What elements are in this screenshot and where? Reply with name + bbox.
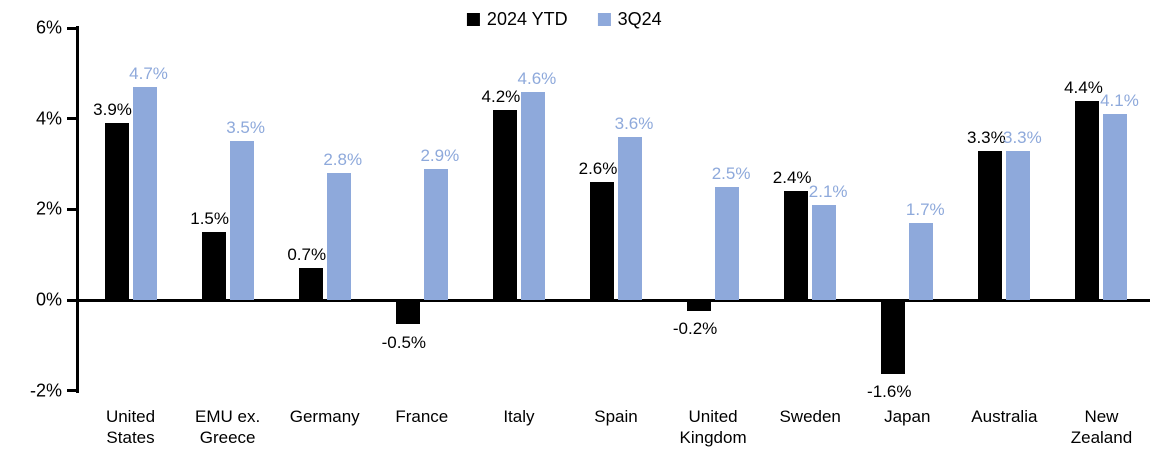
category-label-united-states: United States (105, 407, 156, 448)
value-label-2024-ytd-italy: 4.2% (481, 86, 521, 106)
bar-3q24-italy (520, 91, 545, 300)
value-label-3q24-japan: 1.7% (905, 199, 945, 219)
value-label-3q24-united-states: 4.7% (129, 64, 168, 84)
value-label-3q24-spain: 3.6% (614, 113, 654, 133)
bar-3q24-australia (1006, 150, 1031, 300)
bar-2024-ytd-united-kingdom (687, 301, 712, 311)
bar-2024-ytd-new-zealand (1075, 100, 1100, 300)
y-tick-label: 2% (35, 198, 62, 219)
category-label-united-kingdom: United Kingdom (679, 407, 747, 448)
bar-3q24-germany (326, 173, 351, 300)
category-label-sweden: Sweden (779, 407, 841, 426)
category-label-spain: Spain (594, 407, 638, 426)
value-label-2024-ytd-sweden: 2.4% (772, 168, 812, 188)
value-label-2024-ytd-australia: 3.3% (966, 127, 1006, 147)
value-label-3q24-united-kingdom: 2.5% (711, 163, 751, 183)
value-label-2024-ytd-japan: -1.6% (867, 382, 912, 402)
bar-2024-ytd-emu-ex-greece (201, 232, 226, 300)
category-label-japan: Japan (884, 407, 931, 426)
value-label-2024-ytd-emu-ex-greece: 1.5% (190, 209, 229, 229)
bar-3q24-france (423, 168, 448, 300)
bar-2024-ytd-sweden (784, 191, 809, 300)
value-label-3q24-new-zealand: 4.1% (1100, 91, 1139, 111)
y-tick-label: 6% (35, 17, 62, 38)
y-tick-mark (67, 207, 76, 211)
bar-2024-ytd-japan (881, 301, 906, 374)
value-label-3q24-emu-ex-greece: 3.5% (226, 118, 265, 138)
y-tick-label: 4% (35, 108, 62, 129)
bar-2024-ytd-italy (492, 109, 517, 300)
value-label-3q24-germany: 2.8% (323, 150, 363, 170)
category-label-france: France (395, 407, 449, 426)
y-tick-label: -2% (29, 380, 62, 401)
y-tick-mark (67, 389, 76, 393)
value-label-2024-ytd-united-states: 3.9% (93, 100, 132, 120)
bar-3q24-emu-ex-greece (229, 141, 254, 300)
bar-2024-ytd-spain (590, 182, 614, 300)
y-axis-line (76, 26, 79, 393)
legend-item-3q24: 3Q24 (597, 9, 662, 30)
bar-3q24-japan (909, 222, 934, 300)
value-label-2024-ytd-new-zealand: 4.4% (1064, 77, 1103, 97)
chart-legend: 2024 YTD 3Q24 (466, 9, 662, 30)
legend-label: 2024 YTD (486, 9, 568, 29)
bar-2024-ytd-australia (978, 150, 1003, 300)
bar-2024-ytd-united-states (104, 123, 129, 300)
value-label-3q24-sweden: 2.1% (808, 181, 848, 201)
value-label-2024-ytd-spain: 2.6% (578, 159, 618, 179)
y-tick-mark (67, 298, 76, 302)
category-label-australia: Australia (971, 407, 1038, 426)
value-label-2024-ytd-germany: 0.7% (287, 245, 327, 265)
value-label-2024-ytd-france: -0.5% (381, 332, 427, 352)
y-tick-mark (67, 26, 76, 30)
category-label-new-zealand: New Zealand (1070, 407, 1133, 448)
bar-3q24-sweden (812, 204, 837, 300)
bar-3q24-new-zealand (1103, 114, 1128, 300)
value-label-3q24-australia: 3.3% (1002, 127, 1042, 147)
zero-baseline (76, 298, 1150, 302)
y-tick-label: 0% (35, 289, 62, 310)
y-tick-mark (67, 117, 76, 121)
category-label-emu-ex-greece: EMU ex. Greece (195, 407, 261, 448)
legend-swatch-icon (597, 13, 611, 26)
bar-2024-ytd-germany (298, 268, 323, 300)
bar-3q24-united-kingdom (715, 186, 740, 300)
legend-label: 3Q24 (617, 9, 662, 29)
bar-3q24-spain (618, 136, 642, 300)
value-label-3q24-france: 2.9% (420, 145, 460, 165)
value-label-2024-ytd-united-kingdom: -0.2% (672, 319, 718, 339)
category-label-germany: Germany (289, 407, 360, 426)
bar-3q24-united-states (132, 87, 157, 300)
legend-item-2024-ytd: 2024 YTD (466, 9, 568, 30)
category-label-italy: Italy (503, 407, 535, 426)
legend-swatch-icon (466, 13, 480, 26)
value-label-3q24-italy: 4.6% (517, 68, 557, 88)
bar-2024-ytd-france (395, 301, 420, 325)
